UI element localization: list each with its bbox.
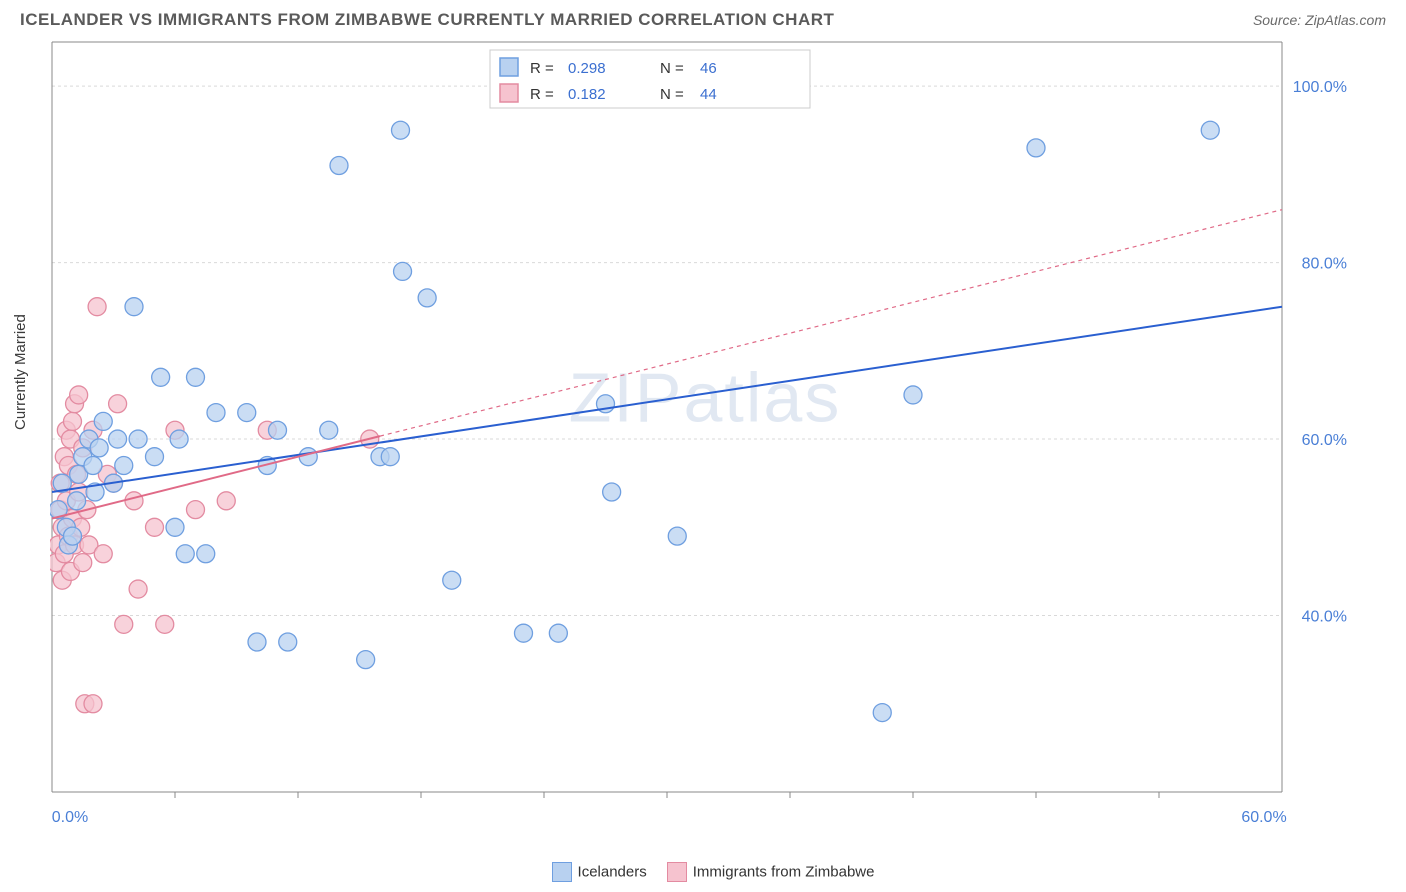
svg-text:60.0%: 60.0% (1302, 432, 1347, 449)
svg-text:100.0%: 100.0% (1293, 79, 1347, 96)
svg-text:0.0%: 0.0% (52, 809, 88, 826)
source-attribution: Source: ZipAtlas.com (1253, 12, 1386, 28)
source-name: ZipAtlas.com (1305, 12, 1386, 28)
chart-title: ICELANDER VS IMMIGRANTS FROM ZIMBABWE CU… (20, 10, 834, 30)
svg-text:0.298: 0.298 (568, 60, 606, 77)
svg-text:R =: R = (530, 60, 554, 77)
svg-text:N =: N = (660, 60, 684, 77)
svg-text:80.0%: 80.0% (1302, 256, 1347, 273)
legend-swatch (552, 862, 572, 882)
bottom-legend: Icelanders Immigrants from Zimbabwe (0, 862, 1406, 882)
legend-swatch (667, 862, 687, 882)
legend-label: Icelanders (578, 864, 647, 881)
svg-text:44: 44 (700, 86, 717, 103)
legend-label: Immigrants from Zimbabwe (693, 864, 875, 881)
svg-text:N =: N = (660, 86, 684, 103)
chart-area: 40.0%60.0%80.0%100.0%0.0%60.0%ZIPatlasR … (50, 40, 1380, 840)
y-axis-label: Currently Married (12, 314, 29, 430)
chart-header: ICELANDER VS IMMIGRANTS FROM ZIMBABWE CU… (0, 0, 1406, 35)
source-prefix: Source: (1253, 12, 1305, 28)
svg-text:46: 46 (700, 60, 717, 77)
svg-text:40.0%: 40.0% (1302, 609, 1347, 626)
svg-text:60.0%: 60.0% (1241, 809, 1286, 826)
svg-text:R =: R = (530, 86, 554, 103)
scatter-chart: 40.0%60.0%80.0%100.0%0.0%60.0%ZIPatlasR … (50, 40, 1380, 840)
svg-text:0.182: 0.182 (568, 86, 606, 103)
